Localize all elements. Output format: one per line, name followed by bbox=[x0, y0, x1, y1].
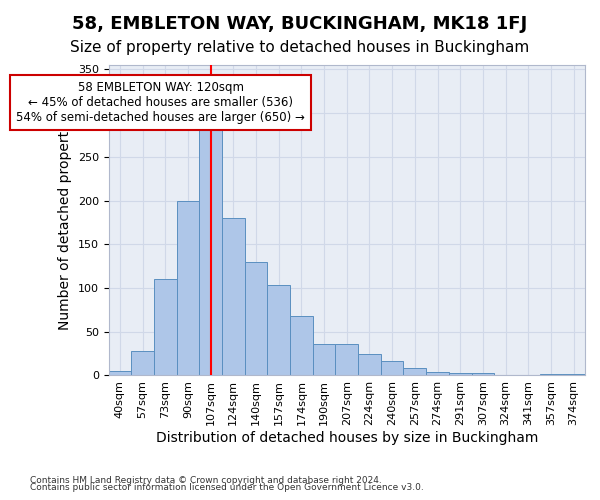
Bar bbox=[313, 344, 335, 376]
Bar bbox=[199, 118, 222, 376]
Text: Contains HM Land Registry data © Crown copyright and database right 2024.: Contains HM Land Registry data © Crown c… bbox=[30, 476, 382, 485]
Bar bbox=[176, 200, 199, 376]
Text: Contains public sector information licensed under the Open Government Licence v3: Contains public sector information licen… bbox=[30, 484, 424, 492]
Bar bbox=[335, 344, 358, 376]
Y-axis label: Number of detached properties: Number of detached properties bbox=[58, 111, 72, 330]
Bar bbox=[539, 374, 562, 376]
Bar bbox=[426, 372, 449, 376]
Bar bbox=[222, 218, 245, 376]
Bar bbox=[472, 373, 494, 376]
Bar bbox=[268, 286, 290, 376]
Bar bbox=[154, 280, 176, 376]
Text: 58 EMBLETON WAY: 120sqm
← 45% of detached houses are smaller (536)
54% of semi-d: 58 EMBLETON WAY: 120sqm ← 45% of detache… bbox=[16, 80, 305, 124]
Bar bbox=[109, 371, 131, 376]
Bar bbox=[131, 351, 154, 376]
Bar bbox=[449, 373, 472, 376]
Bar bbox=[403, 368, 426, 376]
Text: Size of property relative to detached houses in Buckingham: Size of property relative to detached ho… bbox=[70, 40, 530, 55]
Bar bbox=[245, 262, 268, 376]
Bar bbox=[517, 374, 539, 376]
Bar bbox=[358, 354, 381, 376]
Text: 58, EMBLETON WAY, BUCKINGHAM, MK18 1FJ: 58, EMBLETON WAY, BUCKINGHAM, MK18 1FJ bbox=[73, 15, 527, 33]
Bar bbox=[494, 374, 517, 376]
Bar bbox=[290, 316, 313, 376]
Bar bbox=[381, 360, 403, 376]
X-axis label: Distribution of detached houses by size in Buckingham: Distribution of detached houses by size … bbox=[155, 431, 538, 445]
Bar bbox=[562, 374, 585, 376]
